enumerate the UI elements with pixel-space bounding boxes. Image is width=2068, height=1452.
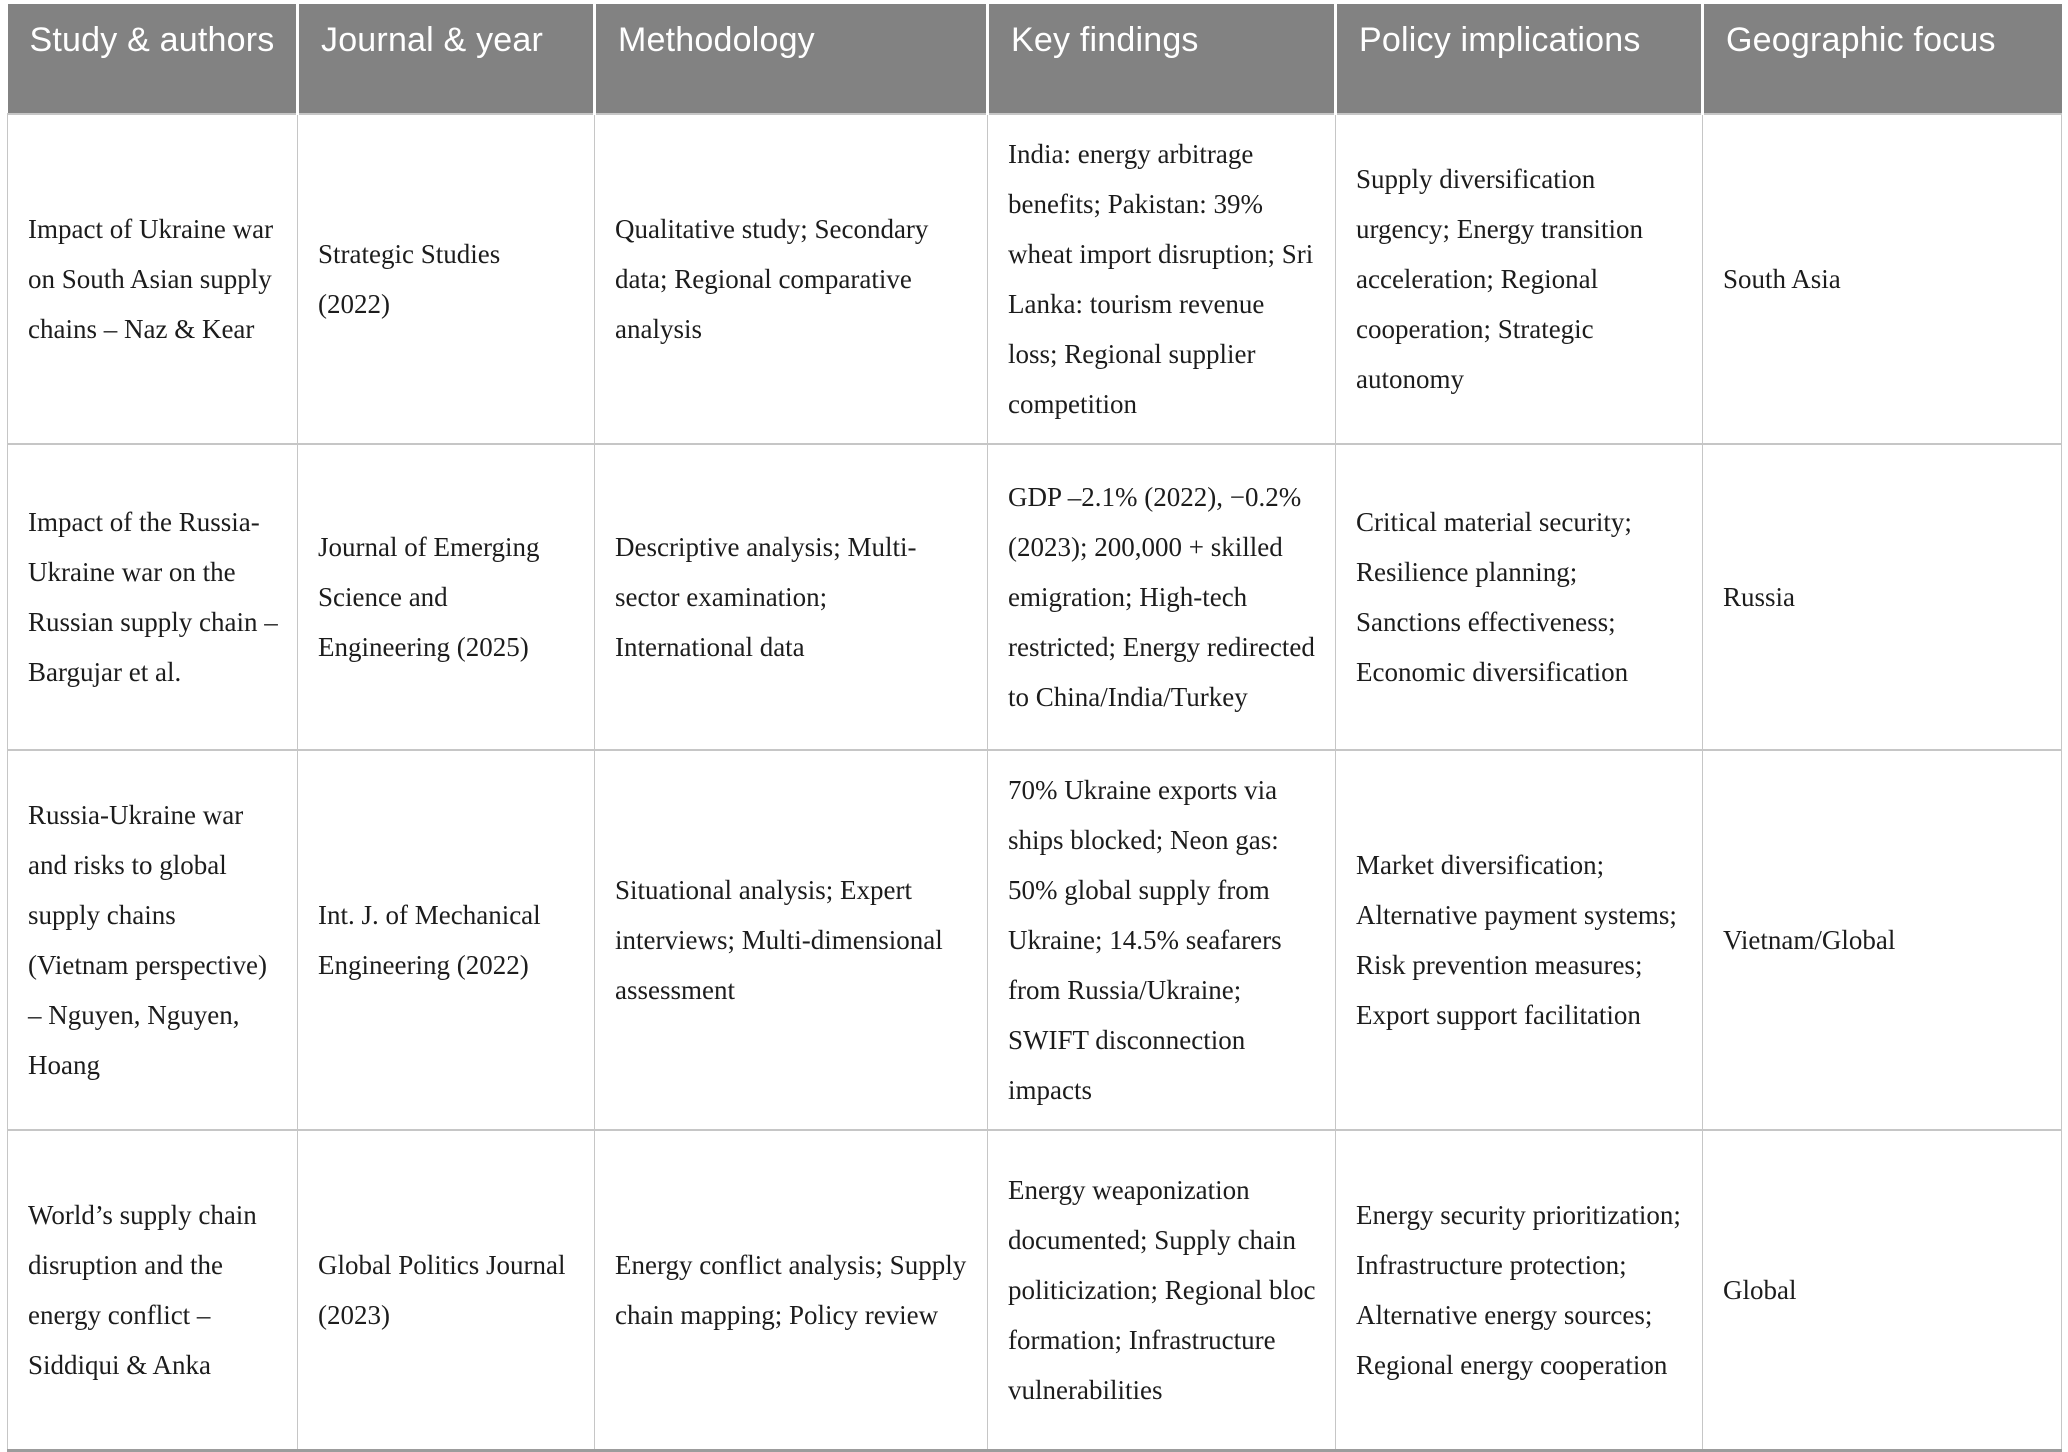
table-header-row: Study & authors Journal & year Methodolo… [7, 4, 2062, 114]
cell-methodology: Situational analysis; Expert interviews;… [594, 749, 988, 1131]
table-figure: Study & authors Journal & year Methodolo… [7, 4, 2062, 1452]
cell-key-findings: GDP –2.1% (2022), −0.2% (2023); 200,000 … [987, 443, 1336, 751]
column-header-methodology: Methodology [593, 4, 988, 114]
cell-journal-year: Journal of Emerging Science and Engineer… [297, 443, 595, 751]
cell-study-authors: Impact of the Russia-Ukraine war on the … [7, 443, 298, 751]
table-row: Impact of Ukraine war on South Asian sup… [7, 113, 2062, 445]
table-row: World’s supply chain disruption and the … [7, 1129, 2062, 1451]
cell-study-authors: Impact of Ukraine war on South Asian sup… [7, 113, 298, 445]
table-row: Impact of the Russia-Ukraine war on the … [7, 443, 2062, 751]
column-header-study-authors: Study & authors [7, 4, 298, 114]
cell-journal-year: Int. J. of Mechanical Engineering (2022) [297, 749, 595, 1131]
table-row: Russia-Ukraine war and risks to global s… [7, 749, 2062, 1131]
cell-key-findings: Energy weaponization documented; Supply … [987, 1129, 1336, 1451]
cell-methodology: Descriptive analysis; Multi-sector exami… [594, 443, 988, 751]
cell-journal-year: Strategic Studies (2022) [297, 113, 595, 445]
column-header-journal-year: Journal & year [296, 4, 595, 114]
cell-methodology: Energy conflict analysis; Supply chain m… [594, 1129, 988, 1451]
cell-methodology: Qualitative study; Secondary data; Regio… [594, 113, 988, 445]
literature-review-table: Study & authors Journal & year Methodolo… [7, 4, 2062, 1452]
column-header-key-findings: Key findings [986, 4, 1336, 114]
cell-geographic-focus: Global [1702, 1129, 2062, 1451]
cell-policy-implications: Supply diversification urgency; Energy t… [1335, 113, 1703, 445]
cell-key-findings: India: energy arbitrage benefits; Pakist… [987, 113, 1336, 445]
column-header-policy-implications: Policy implications [1334, 4, 1703, 114]
cell-geographic-focus: Russia [1702, 443, 2062, 751]
cell-geographic-focus: South Asia [1702, 113, 2062, 445]
column-header-geographic-focus: Geographic focus [1701, 4, 2062, 114]
cell-key-findings: 70% Ukraine exports via ships blocked; N… [987, 749, 1336, 1131]
cell-policy-implications: Market diversification; Alternative paym… [1335, 749, 1703, 1131]
cell-study-authors: Russia-Ukraine war and risks to global s… [7, 749, 298, 1131]
cell-study-authors: World’s supply chain disruption and the … [7, 1129, 298, 1451]
cell-geographic-focus: Vietnam/Global [1702, 749, 2062, 1131]
cell-journal-year: Global Politics Journal (2023) [297, 1129, 595, 1451]
cell-policy-implications: Critical material security; Resilience p… [1335, 443, 1703, 751]
cell-policy-implications: Energy security prioritization; Infrastr… [1335, 1129, 1703, 1451]
